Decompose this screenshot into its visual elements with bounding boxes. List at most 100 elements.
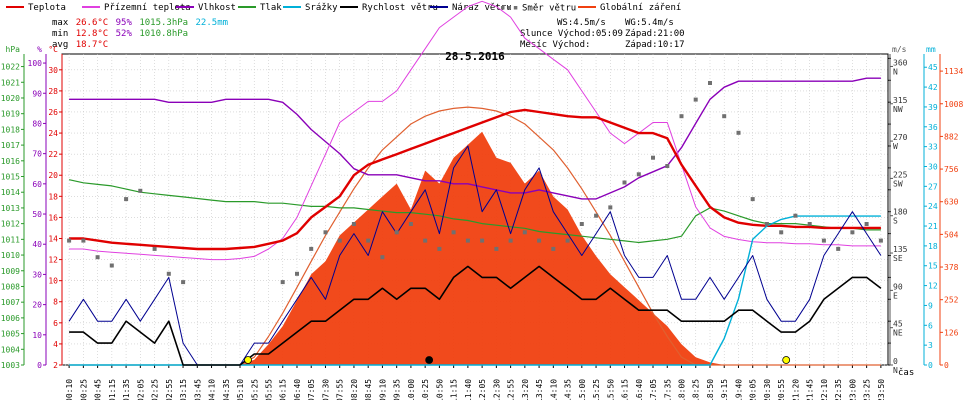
- wind-dir-point: [722, 114, 727, 119]
- wind-dir-point: [551, 246, 556, 251]
- stat-min-temp: 12.8°C: [75, 29, 109, 39]
- hpa-tick-label: 1013: [1, 204, 20, 213]
- legend-swatch: [430, 5, 448, 8]
- moon-set: Západ:10:17: [625, 40, 685, 50]
- rain-tick-label: 39: [928, 103, 938, 112]
- x-tick-label: 18:25: [692, 379, 701, 400]
- x-tick-label: 23:25: [863, 379, 872, 400]
- wind-dir-point: [508, 238, 513, 243]
- temp-tick-label: 30: [48, 66, 58, 75]
- wind-dir-tick-label: SW: [893, 179, 903, 188]
- wind-dir-point: [138, 188, 143, 193]
- wind-dir-point: [522, 230, 527, 235]
- wind-dir-point: [124, 197, 129, 202]
- legend-swatch: [238, 5, 256, 8]
- wind-dir-point: [480, 238, 485, 243]
- stat-max-temp: 26.6°C: [75, 18, 109, 28]
- x-tick-label: 09:10: [378, 379, 387, 400]
- stat-min-press: 1010.8hPa: [139, 29, 189, 39]
- humidity-tick-label: 80: [32, 119, 42, 128]
- hpa-tick-label: 1009: [1, 267, 20, 276]
- x-tick-label: 00:45: [94, 379, 103, 400]
- x-tick-label: 10:25: [421, 379, 430, 400]
- wind-dir-point: [423, 238, 428, 243]
- x-tick-label: 10:00: [407, 379, 416, 400]
- wind-dir-point: [708, 81, 712, 85]
- temp-tick-label: 16: [48, 213, 58, 222]
- sunset-marker: [782, 356, 791, 364]
- stat-max-hum: 95%: [115, 18, 132, 28]
- stat-max-label: max: [52, 18, 69, 28]
- temperature-line: [69, 108, 881, 251]
- humidity-unit-label: %: [37, 45, 42, 54]
- x-tick-label: 17:35: [663, 379, 672, 400]
- x-tick-label: 15:50: [606, 379, 615, 400]
- x-tick-label: 05:10: [236, 379, 245, 400]
- wind-dir-point: [779, 230, 784, 235]
- legend-item: ▪▪▪ Směr větru: [500, 3, 576, 15]
- x-tick-label: 05:55: [265, 379, 274, 400]
- x-tick-label: 13:45: [535, 379, 544, 400]
- x-tick-label: 00:25: [79, 379, 88, 400]
- x-tick-label: 04:10: [208, 379, 217, 400]
- radiation-tick-label: 1008: [944, 100, 963, 109]
- stat-min-label: min: [52, 29, 69, 39]
- wind-dir-point: [793, 213, 798, 218]
- temp-unit-label: °C: [48, 45, 58, 54]
- legend-item: Rychlost větru: [340, 3, 438, 15]
- x-tick-label: 12:05: [478, 379, 487, 400]
- x-tick-label: 15:00: [578, 379, 587, 400]
- temp-tick-label: 4: [53, 340, 58, 349]
- temp-tick-label: 12: [48, 256, 58, 265]
- legend-label: Směr větru: [522, 3, 577, 14]
- wind-dir-tick-label: NE: [893, 329, 903, 338]
- stat-avg-label: avg: [52, 40, 69, 50]
- x-tick-label: 14:10: [549, 379, 558, 400]
- legend-label: Rychlost větru: [362, 3, 438, 13]
- wind-dir-point: [366, 238, 371, 243]
- sun-set: Západ:21:00: [625, 29, 685, 39]
- x-tick-label: 05:25: [250, 379, 259, 400]
- wind-dir-point: [166, 271, 171, 276]
- rain-tick-label: 6: [928, 321, 933, 330]
- humidity-tick-label: 90: [32, 89, 42, 98]
- radiation-tick-label: 126: [944, 328, 959, 337]
- legend-swatch: ▪▪▪: [500, 3, 520, 13]
- x-tick-label: 10:50: [435, 379, 444, 400]
- wind-dir-point: [109, 263, 114, 268]
- radiation-tick-label: 0: [944, 361, 949, 370]
- hpa-tick-label: 1014: [1, 188, 20, 197]
- wind-dir-point: [351, 222, 356, 226]
- legend-label: Tlak: [260, 3, 282, 13]
- humidity-line: [69, 77, 881, 200]
- legend-swatch: [578, 5, 596, 8]
- x-tick-label: 13:20: [521, 379, 530, 400]
- hpa-tick-label: 1010: [1, 251, 20, 260]
- wind-dir-point: [864, 222, 869, 226]
- humidity-tick-label: 60: [32, 180, 42, 189]
- wind-dir-point: [295, 271, 299, 276]
- stats-max-row: max 26.6°C 95% 1015.3hPa 22.5mm: [52, 18, 230, 28]
- temp-tick-label: 24: [48, 129, 58, 138]
- wind-dir-point: [878, 238, 883, 243]
- wind-dir-tick-label: 0: [893, 357, 898, 366]
- legend: Teplota Přízemní teplota Vlhkost Tlak Srážky…: [0, 0, 966, 16]
- hpa-tick-label: 1015: [1, 173, 20, 182]
- legend-item: Vlhkost: [176, 3, 236, 15]
- x-tick-label: 19:15: [720, 379, 729, 400]
- wind-dir-tick-label: 90: [893, 282, 903, 291]
- legend-label: Srážky: [305, 3, 338, 13]
- temp-tick-label: 22: [48, 150, 58, 159]
- rain-tick-label: 45: [928, 63, 938, 72]
- legend-swatch: [82, 5, 100, 8]
- wind-dir-point: [764, 222, 769, 226]
- x-tick-label: 07:30: [321, 379, 330, 400]
- wind-dir-point: [408, 222, 413, 226]
- rain-tick-label: 42: [928, 83, 938, 92]
- x-tick-label: 03:45: [193, 379, 202, 400]
- x-tick-label: 12:30: [492, 379, 501, 400]
- rain-tick-label: 15: [928, 262, 938, 271]
- legend-swatch: [176, 5, 194, 8]
- wind-dir-point: [437, 246, 442, 251]
